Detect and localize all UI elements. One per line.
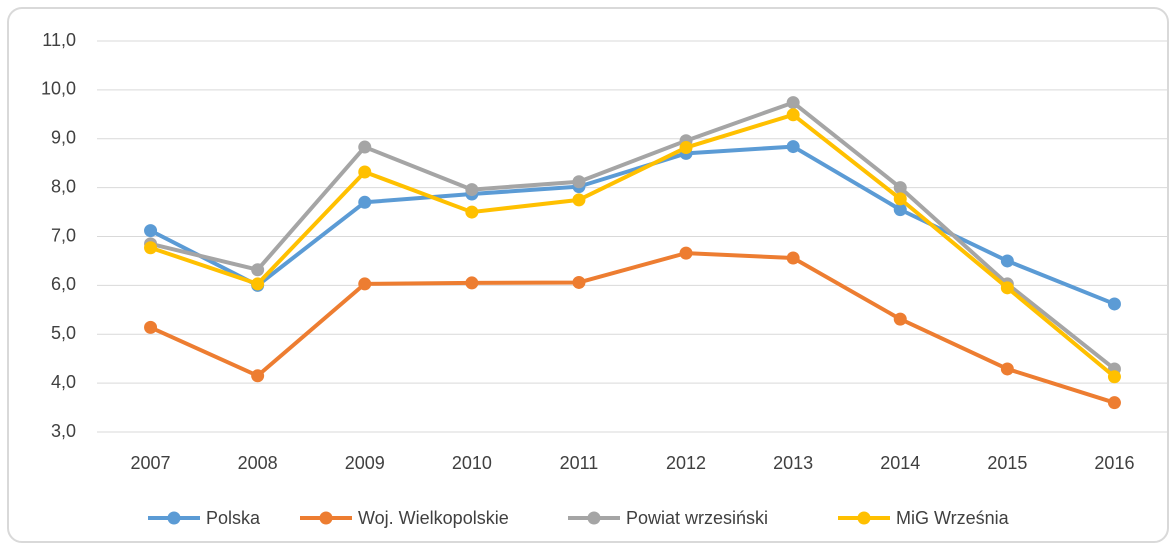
y-tick-label: 6,0 (51, 274, 76, 294)
data-point (572, 175, 586, 189)
x-tick-label: 2014 (880, 453, 920, 473)
data-point (1000, 362, 1014, 376)
data-point (1107, 396, 1121, 410)
data-point (358, 277, 372, 291)
series-line (149, 251, 1116, 405)
x-tick-label: 2010 (452, 453, 492, 473)
x-tick-label: 2007 (131, 453, 171, 473)
data-point (1107, 297, 1121, 311)
x-tick-label: 2015 (987, 453, 1027, 473)
data-point (358, 140, 372, 154)
data-point (786, 251, 800, 265)
data-point (358, 195, 372, 209)
data-point (1000, 254, 1014, 268)
data-point (572, 193, 586, 207)
legend-marker (319, 511, 333, 525)
x-tick-label: 2011 (560, 453, 599, 473)
data-point (144, 224, 158, 238)
data-point (786, 96, 800, 110)
data-point (679, 246, 693, 260)
legend-marker (587, 511, 601, 525)
y-tick-label: 3,0 (51, 421, 76, 441)
data-point (251, 277, 265, 291)
y-tick-label: 10,0 (41, 79, 76, 99)
data-point (786, 108, 800, 122)
y-tick-label: 9,0 (51, 128, 76, 148)
legend-label: Powiat wrzesiński (626, 508, 768, 528)
data-point (358, 165, 372, 179)
data-point (465, 183, 479, 197)
data-point (465, 205, 479, 219)
legend-marker (857, 511, 871, 525)
data-point (251, 369, 265, 383)
x-tick-label: 2009 (345, 453, 385, 473)
data-point (465, 276, 479, 290)
data-point (1107, 370, 1121, 384)
y-tick-label: 4,0 (51, 372, 76, 392)
y-tick-label: 11,0 (42, 30, 76, 50)
data-point (893, 203, 907, 217)
data-point (893, 181, 907, 195)
data-point (786, 140, 800, 154)
x-tick-label: 2008 (238, 453, 278, 473)
x-tick-label: 2016 (1094, 453, 1134, 473)
chart-frame (7, 7, 1169, 543)
legend-label: MiG Września (896, 508, 1010, 528)
legend-label: Polska (206, 508, 261, 528)
legend-marker (167, 511, 181, 525)
data-point (251, 263, 265, 277)
x-tick-label: 2012 (666, 453, 706, 473)
data-point (572, 275, 586, 289)
data-point (679, 141, 693, 155)
series-line (149, 112, 1116, 379)
y-tick-label: 7,0 (51, 225, 76, 245)
legend-label: Woj. Wielkopolskie (358, 508, 509, 528)
data-point (893, 192, 907, 206)
data-point (1000, 281, 1014, 295)
x-tick-label: 2013 (773, 453, 813, 473)
data-point (144, 241, 158, 255)
data-point (144, 320, 158, 334)
series-line (150, 100, 1116, 371)
y-tick-label: 5,0 (51, 323, 76, 343)
data-point (893, 312, 907, 326)
y-tick-label: 8,0 (51, 176, 76, 196)
